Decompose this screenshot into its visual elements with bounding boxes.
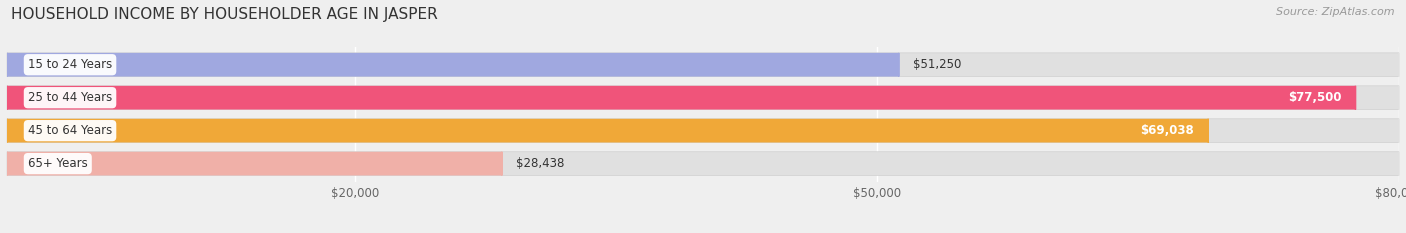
Text: 65+ Years: 65+ Years: [28, 157, 87, 170]
FancyBboxPatch shape: [7, 53, 1399, 77]
FancyBboxPatch shape: [7, 53, 898, 77]
Text: $69,038: $69,038: [1140, 124, 1194, 137]
FancyBboxPatch shape: [7, 152, 502, 175]
FancyBboxPatch shape: [7, 86, 1399, 110]
Text: HOUSEHOLD INCOME BY HOUSEHOLDER AGE IN JASPER: HOUSEHOLD INCOME BY HOUSEHOLDER AGE IN J…: [11, 7, 439, 22]
Text: 15 to 24 Years: 15 to 24 Years: [28, 58, 112, 71]
FancyBboxPatch shape: [7, 86, 1355, 110]
Text: Source: ZipAtlas.com: Source: ZipAtlas.com: [1277, 7, 1395, 17]
FancyBboxPatch shape: [7, 152, 1399, 175]
FancyBboxPatch shape: [7, 119, 1399, 143]
Text: 25 to 44 Years: 25 to 44 Years: [28, 91, 112, 104]
FancyBboxPatch shape: [7, 119, 1208, 143]
Text: $28,438: $28,438: [516, 157, 564, 170]
Text: $51,250: $51,250: [912, 58, 962, 71]
Text: 45 to 64 Years: 45 to 64 Years: [28, 124, 112, 137]
Text: $77,500: $77,500: [1288, 91, 1341, 104]
